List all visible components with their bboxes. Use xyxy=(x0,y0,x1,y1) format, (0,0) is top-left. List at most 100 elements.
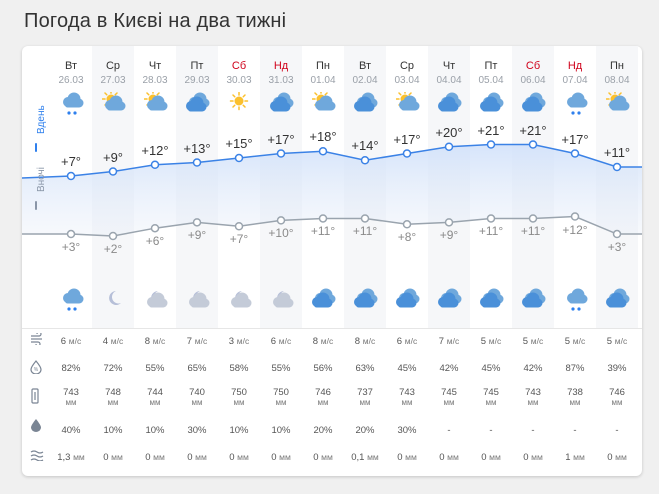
day-temp-line-point xyxy=(570,149,580,158)
wind-speed-value: 6 м/с xyxy=(60,336,82,347)
svg-text:%: % xyxy=(34,367,39,373)
wind-speed-value: 6 м/с xyxy=(270,336,292,347)
unit-label: м/с xyxy=(320,336,334,346)
humidity-value: 55% xyxy=(271,363,291,374)
unit-label: мм xyxy=(531,452,543,462)
cloud-icon xyxy=(438,92,462,121)
day-temperature: +17° xyxy=(393,131,421,147)
precip-probability-value: 10% xyxy=(271,425,291,436)
night-temperature: +6° xyxy=(145,234,165,249)
humidity-value: 72% xyxy=(103,363,123,374)
wind-icon xyxy=(30,331,44,350)
night-temperature: +9° xyxy=(439,228,459,243)
precipitation-value: 0 мм xyxy=(271,452,291,463)
cloud-icon xyxy=(270,92,294,121)
precip-probability-value: 40% xyxy=(61,425,81,436)
wind-speed-value: 6 м/с xyxy=(396,336,418,347)
unit-label: мм xyxy=(359,398,371,407)
precip-probability-value: 10% xyxy=(145,425,165,436)
day-temperature: +17° xyxy=(561,131,589,147)
unit-label: мм xyxy=(107,398,119,407)
night-temp-line xyxy=(22,215,642,237)
day-temp-line-point xyxy=(276,149,286,158)
date: 28.03 xyxy=(142,75,168,86)
day-indicator xyxy=(35,143,37,152)
cloud-icon xyxy=(522,92,546,121)
precip-probability-value: 20% xyxy=(313,425,333,436)
cloud-icon xyxy=(354,288,378,317)
night-temp-line-point xyxy=(150,223,160,233)
unit-label: мм xyxy=(317,398,329,407)
wind-speed-value: 5 м/с xyxy=(480,336,502,347)
wind-speed-value: 7 м/с xyxy=(186,336,208,347)
moon-cloud-icon xyxy=(228,288,252,317)
day-temperature: +17° xyxy=(267,131,295,147)
precipitation-value: 0 мм xyxy=(103,452,123,463)
night-temp-line-point xyxy=(318,214,328,223)
day-temperature: +18° xyxy=(309,129,337,145)
humidity-value: 82% xyxy=(61,363,81,374)
precipitation-value: 0 мм xyxy=(607,452,627,463)
night-temperature: +2° xyxy=(103,242,123,256)
night-temperature: +3° xyxy=(61,240,81,255)
cloud-icon xyxy=(480,288,504,317)
sun-cloud-icon xyxy=(605,89,630,121)
moon-cloud-icon xyxy=(270,288,294,317)
day-label: Вдень xyxy=(36,105,47,134)
night-temperature: +9° xyxy=(187,228,207,243)
night-temperature: +10° xyxy=(268,226,294,241)
unit-label: мм xyxy=(279,452,291,462)
unit-label: м/с xyxy=(362,336,376,346)
unit-label: мм xyxy=(195,452,207,462)
unit-label: м/с xyxy=(278,336,292,346)
moon-cloud-icon xyxy=(186,288,210,317)
pressure-value: 743 мм xyxy=(386,388,428,408)
day-temp-line xyxy=(22,143,642,179)
moon-cloud-icon xyxy=(144,288,168,317)
pressure-value: 737 мм xyxy=(344,388,386,408)
precipitation-value: 0 мм xyxy=(439,452,459,463)
precipitation-value: 0 мм xyxy=(481,452,501,463)
unit-label: мм xyxy=(527,398,539,407)
forecast-card: Вдень Вночі Вт 26.03 +7° +3° Ср 27.03 +9° +2° Чт… xyxy=(22,46,642,476)
unit-label: мм xyxy=(111,452,123,462)
pressure-value: 748 мм xyxy=(92,388,134,408)
day-temp-line-point xyxy=(486,140,496,149)
day-of-week: Вт xyxy=(358,60,371,72)
day-of-week: Чт xyxy=(148,60,162,72)
date: 03.04 xyxy=(394,75,420,86)
unit-label: м/с xyxy=(152,336,166,346)
unit-label: мм xyxy=(569,398,581,407)
day-temperature: +11° xyxy=(603,145,631,160)
day-temp-line-point xyxy=(360,156,370,165)
day-temp-line-point xyxy=(528,140,538,149)
humidity-value: 58% xyxy=(229,363,249,374)
cloud-rain-icon xyxy=(60,288,84,317)
precipitation-value: 0 мм xyxy=(145,452,165,463)
day-temperature: +20° xyxy=(435,124,463,140)
unit-label: мм xyxy=(153,452,165,462)
pressure-value: 745 мм xyxy=(470,388,512,408)
date: 02.04 xyxy=(352,75,378,86)
day-of-week: Сб xyxy=(231,60,247,72)
humidity-value: 56% xyxy=(313,363,333,374)
night-temperature: +3° xyxy=(607,240,627,255)
unit-label: мм xyxy=(191,398,203,407)
day-temperature: +21° xyxy=(477,122,505,138)
day-of-week: Нд xyxy=(273,60,289,72)
day-temp-line-point xyxy=(192,158,202,167)
precipitation-value: 0 мм xyxy=(187,452,207,463)
cloud-icon xyxy=(396,288,420,317)
humidity-value: 63% xyxy=(355,363,375,374)
pressure-icon xyxy=(30,388,40,409)
date: 06.04 xyxy=(520,75,546,86)
unit-label: м/с xyxy=(572,336,586,346)
pressure-value: 746 мм xyxy=(302,388,344,408)
day-temp-line-point xyxy=(402,149,412,158)
day-temp-line-point xyxy=(66,171,76,181)
precip-probability-value: 10% xyxy=(103,425,123,436)
sun-cloud-icon xyxy=(311,89,336,121)
night-temp-line-point xyxy=(192,218,202,227)
unit-label: мм xyxy=(401,398,413,407)
precip-probability-value: 30% xyxy=(187,425,207,436)
